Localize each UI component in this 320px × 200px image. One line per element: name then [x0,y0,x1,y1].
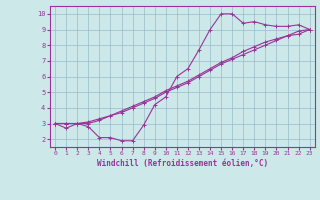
X-axis label: Windchill (Refroidissement éolien,°C): Windchill (Refroidissement éolien,°C) [97,159,268,168]
